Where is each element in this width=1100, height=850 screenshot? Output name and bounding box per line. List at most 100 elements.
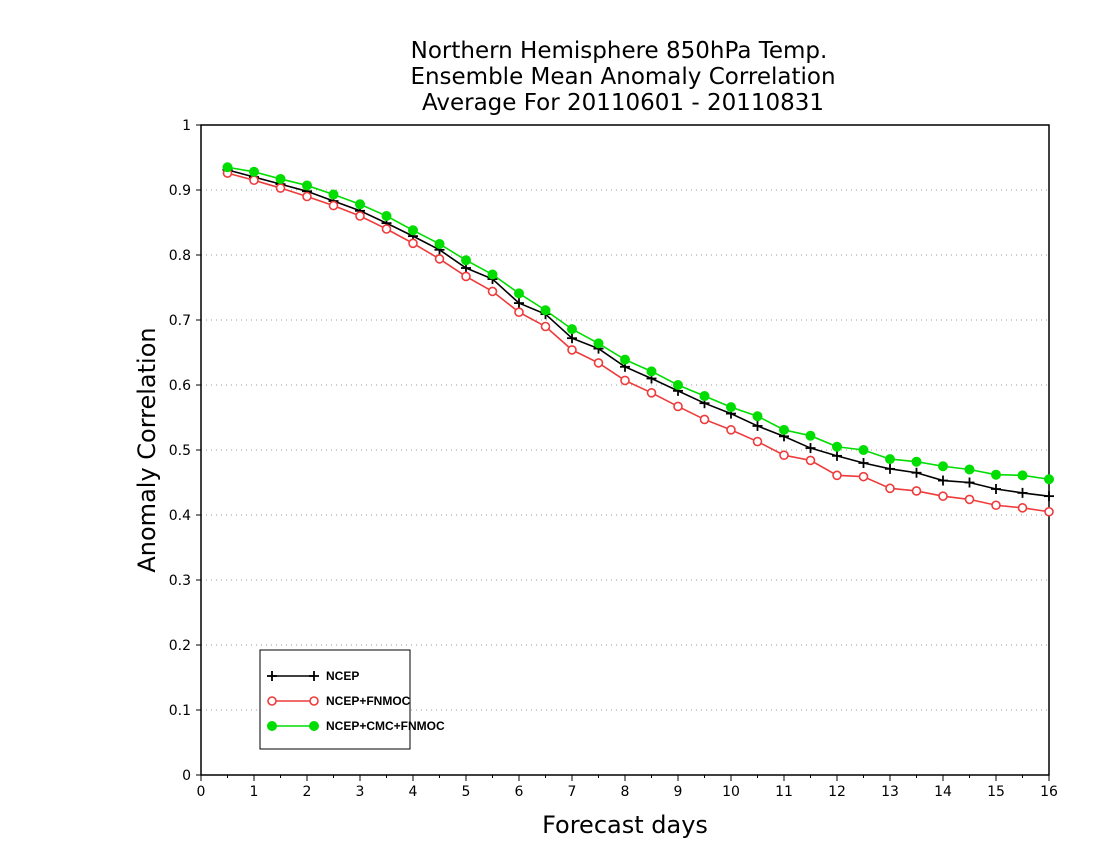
point-marker-filled-circle xyxy=(1017,470,1028,481)
point-marker-filled-circle xyxy=(302,180,312,191)
y-tick-label: 0.9 xyxy=(169,183,191,199)
point-marker-open-circle xyxy=(752,436,763,447)
point-marker-filled-circle xyxy=(832,441,842,452)
point-marker-filled-circle xyxy=(328,189,339,200)
point-marker-filled-circle xyxy=(805,430,816,441)
point-marker-filled-circle xyxy=(567,324,577,335)
y-tick-label: 0.4 xyxy=(169,508,191,524)
x-tick-label: 9 xyxy=(674,784,683,800)
point-marker-filled-circle xyxy=(911,456,922,467)
point-marker-open-circle xyxy=(620,375,630,386)
chart-title-line-3: Average For 20110601 - 20110831 xyxy=(422,90,824,116)
point-marker-open-circle xyxy=(726,425,736,435)
series-ncep-cmc-fnmoc xyxy=(222,162,1054,485)
point-marker-filled-circle xyxy=(222,162,233,173)
point-marker-plus xyxy=(752,420,763,431)
x-tick-label: 10 xyxy=(722,784,740,800)
point-marker-filled-circle xyxy=(487,269,498,280)
y-tick-label: 0.7 xyxy=(169,313,191,329)
point-marker-filled-circle xyxy=(434,238,445,249)
point-marker-open-circle xyxy=(302,191,312,202)
x-tick-label: 11 xyxy=(775,784,793,800)
point-marker-open-circle xyxy=(832,470,842,481)
point-marker-filled-circle xyxy=(249,166,259,177)
point-marker-plus xyxy=(567,333,577,344)
point-marker-open-circle xyxy=(593,358,604,368)
point-marker-filled-circle xyxy=(752,411,763,422)
y-tick-label: 0.8 xyxy=(169,248,191,264)
point-marker-open-circle xyxy=(911,486,922,496)
point-marker-open-circle xyxy=(355,211,365,221)
point-marker-plus xyxy=(991,484,1001,494)
point-marker-open-circle xyxy=(381,224,392,234)
point-marker-open-circle xyxy=(964,494,975,505)
point-marker-filled-circle xyxy=(593,338,604,349)
y-axis-label: Anomaly Correlation xyxy=(133,327,161,572)
point-marker-filled-circle xyxy=(673,380,683,390)
x-tick-label: 5 xyxy=(462,784,471,800)
series-line xyxy=(227,169,1050,497)
point-marker-plus xyxy=(309,671,319,681)
series-ncep xyxy=(222,164,1054,502)
chart-title-line-2: Ensemble Mean Anomaly Correlation xyxy=(410,64,835,90)
x-tick-label: 12 xyxy=(828,784,846,800)
point-marker-plus xyxy=(885,463,895,474)
y-tick-label: 0.1 xyxy=(169,703,191,719)
point-marker-filled-circle xyxy=(381,211,392,221)
legend-label: NCEP+CMC+FNMOC xyxy=(326,719,445,733)
point-marker-filled-circle xyxy=(275,173,286,184)
legend-box xyxy=(259,649,411,750)
point-marker-open-circle xyxy=(673,401,683,412)
series-line xyxy=(227,166,1050,481)
y-tick-label: 1 xyxy=(182,118,191,134)
x-tick-label: 4 xyxy=(409,784,418,800)
point-marker-plus xyxy=(1017,487,1028,498)
point-marker-open-circle xyxy=(567,345,577,355)
y-tick-label: 0.3 xyxy=(169,573,191,589)
x-axis-label: Forecast days xyxy=(542,811,708,839)
point-marker-open-circle xyxy=(408,238,418,249)
y-tick-label: 0.6 xyxy=(169,378,191,394)
point-marker-open-circle xyxy=(328,200,339,211)
legend-label: NCEP xyxy=(326,669,359,683)
x-tick-label: 14 xyxy=(934,784,952,800)
point-marker-filled-circle xyxy=(620,354,630,365)
point-marker-filled-circle xyxy=(540,305,551,316)
point-marker-open-circle xyxy=(461,271,471,282)
y-tick-label: 0.2 xyxy=(169,638,191,654)
point-marker-open-circle xyxy=(514,307,524,318)
point-marker-open-circle xyxy=(540,321,551,332)
series-ncep-fnmoc xyxy=(222,168,1054,517)
point-marker-filled-circle xyxy=(726,402,736,413)
point-marker-filled-circle xyxy=(514,288,524,299)
point-marker-plus xyxy=(805,443,816,454)
point-marker-plus xyxy=(938,475,948,486)
point-marker-filled-circle xyxy=(1044,474,1054,485)
x-tick-label: 16 xyxy=(1040,784,1058,800)
point-marker-filled-circle xyxy=(461,255,471,266)
legend: NCEP NCEP+FNMOC NCEP+CMC+FNMOC xyxy=(259,649,445,750)
point-marker-plus xyxy=(1044,491,1054,502)
x-tick-label: 0 xyxy=(197,784,206,800)
point-marker-filled-circle xyxy=(991,469,1001,480)
point-marker-filled-circle xyxy=(646,366,657,377)
point-marker-filled-circle xyxy=(858,445,869,455)
point-marker-open-circle xyxy=(1017,503,1028,513)
point-marker-open-circle xyxy=(275,183,286,193)
point-marker-filled-circle xyxy=(408,225,418,236)
point-marker-open-circle xyxy=(858,471,869,482)
point-marker-filled-circle xyxy=(938,461,948,472)
x-tick-label: 6 xyxy=(515,784,524,800)
point-marker-open-circle xyxy=(646,387,657,398)
point-marker-plus xyxy=(858,458,869,468)
point-marker-open-circle xyxy=(249,175,259,186)
point-marker-filled-circle xyxy=(355,199,365,210)
point-marker-filled-circle xyxy=(267,721,277,731)
point-marker-open-circle xyxy=(699,414,710,425)
x-tick-label: 7 xyxy=(568,784,577,800)
point-marker-filled-circle xyxy=(964,464,975,475)
series-group xyxy=(222,162,1054,517)
point-marker-filled-circle xyxy=(885,454,895,465)
legend-label: NCEP+FNMOC xyxy=(326,694,411,708)
